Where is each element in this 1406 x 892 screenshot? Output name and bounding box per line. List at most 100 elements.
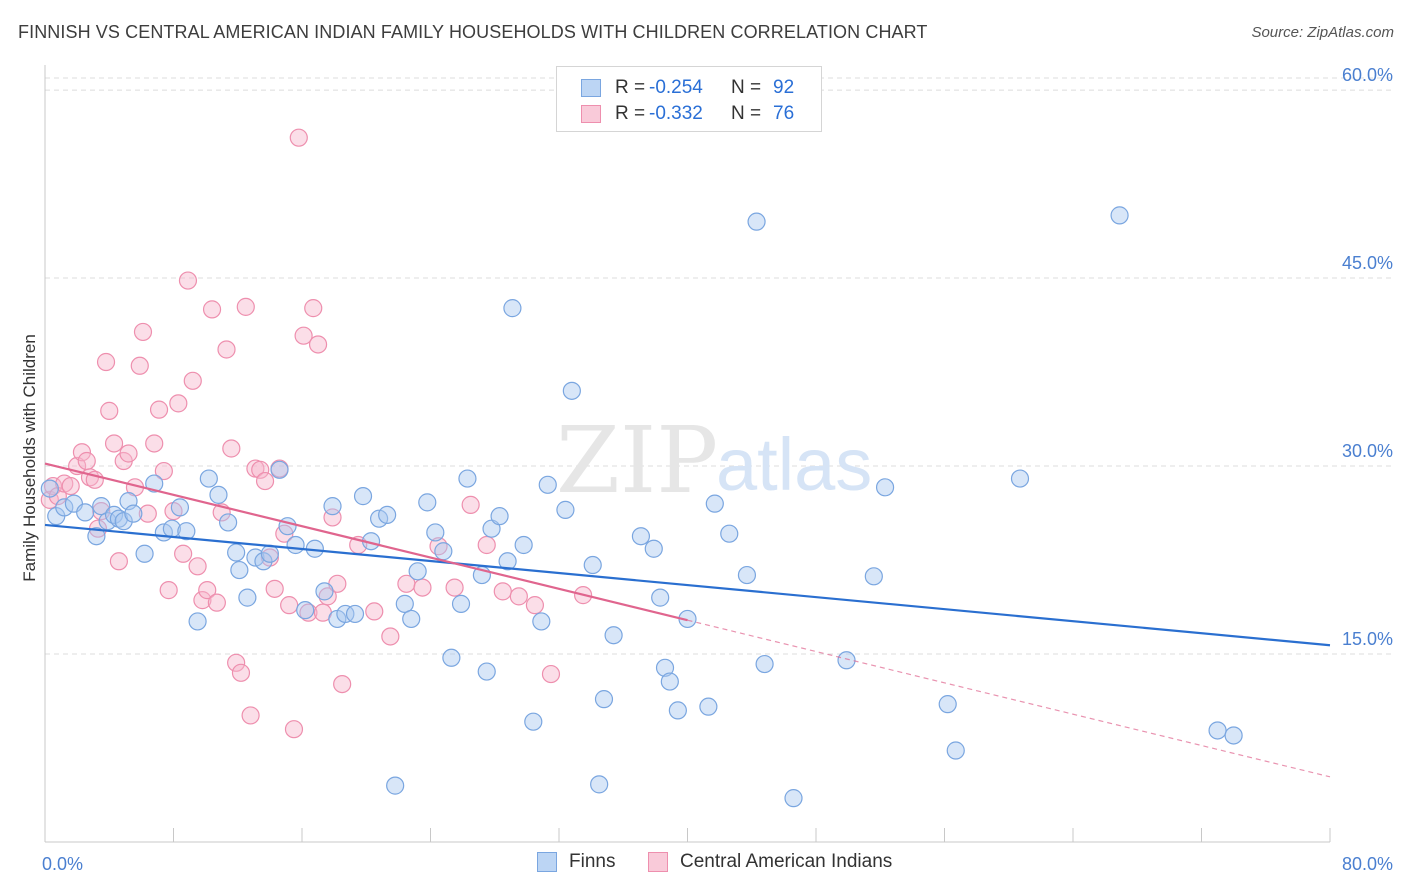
cai-trend-line (44, 462, 688, 622)
finns-point (651, 588, 670, 607)
finns-point (864, 567, 883, 586)
finns-point (655, 658, 675, 677)
finns-legend-swatch (537, 852, 557, 872)
x-tick-label: 0.0% (42, 854, 83, 874)
cai-trend-extension (687, 619, 1331, 778)
finns-point (699, 697, 718, 716)
series-finns (40, 206, 1243, 808)
finns-point (946, 741, 965, 760)
finns-trend-line (44, 523, 1331, 647)
chart-title: FINNISH VS CENTRAL AMERICAN INDIAN FAMIL… (18, 22, 928, 42)
finns-point (1010, 469, 1030, 488)
cai-point (100, 401, 119, 420)
finns-point (135, 544, 154, 563)
finns-point (270, 460, 289, 479)
legend-n-value: 92 (773, 77, 795, 98)
cai-point (541, 664, 561, 684)
finns-point (477, 662, 496, 681)
finns-point (631, 527, 651, 546)
y-tick-label: 30.0% (1342, 441, 1393, 461)
finns-point (451, 594, 471, 613)
finns-point (353, 487, 373, 506)
finns-point (747, 212, 766, 231)
watermark-atlas: atlas (716, 423, 872, 506)
cai-point (333, 674, 352, 694)
finns-point (209, 485, 228, 504)
x-tick-label: 80.0% (1342, 854, 1393, 874)
finns-point (170, 498, 190, 517)
y-axis-label: Family Households with Children (20, 334, 39, 582)
finns-point (395, 594, 414, 613)
finns-point (1110, 206, 1129, 225)
legend-r-label: R = (615, 103, 646, 124)
finns-point (323, 497, 342, 516)
finns-point (55, 498, 74, 517)
finns-point (604, 626, 623, 645)
y-tick-label: 45.0% (1342, 253, 1393, 273)
cai-point (289, 128, 308, 147)
cai-legend-swatch (648, 852, 668, 872)
finns-point (660, 672, 679, 691)
cai-point (198, 581, 217, 600)
cai-point (77, 451, 96, 471)
finns-point (938, 695, 957, 714)
finns-point (227, 543, 246, 562)
cai-point (183, 371, 202, 390)
correlation-legend: R = -0.254 N = 92 R = -0.332 N = 76 (556, 66, 822, 132)
cai-point (61, 476, 80, 496)
cai-point (280, 596, 299, 615)
cai-point (251, 460, 270, 479)
finns-point (442, 648, 461, 667)
cai-point (207, 593, 226, 612)
cai-point (265, 579, 284, 598)
cai-point (413, 578, 432, 597)
cai-point (429, 537, 448, 556)
legend-n-label: N = (731, 77, 762, 98)
finns-point (418, 493, 437, 512)
finns-point (532, 612, 551, 631)
legend-row-central-american-indians: R = -0.332 N = 76 (581, 101, 794, 127)
finns-point (514, 535, 533, 555)
finns-point (668, 701, 687, 720)
cai-point (525, 596, 545, 615)
cai-point (222, 439, 241, 458)
finns-point (260, 544, 279, 563)
finns-point (402, 609, 421, 629)
cai-point (154, 461, 173, 481)
finns-point (219, 513, 238, 532)
cai-point (72, 443, 92, 462)
watermark-zip: ZIP (556, 407, 718, 514)
cai-point (43, 476, 63, 496)
cai-point (188, 557, 207, 576)
cai-point (130, 356, 149, 375)
cai-point (109, 552, 128, 571)
finns-point (556, 500, 575, 519)
finns-legend-label: Finns (569, 851, 616, 872)
cai-point (299, 603, 318, 622)
axis-layer: 15.0% 30.0% 45.0% 60.0% 0.0% 80.0% (42, 65, 1393, 874)
source-credit: Source: ZipAtlas.com (1251, 24, 1394, 41)
cai-point (169, 394, 188, 413)
finns-point (124, 504, 143, 523)
finns-point (386, 776, 405, 795)
cai-point (509, 587, 528, 606)
finns-point (254, 552, 273, 571)
series-legend: Finns Central American Indians (0, 851, 1406, 877)
cai-legend-label: Central American Indians (680, 851, 893, 872)
cai-point (159, 581, 178, 600)
legend-item-central-american-indians[interactable]: Central American Indians (648, 851, 892, 873)
finns-point (562, 381, 581, 400)
finns-point (644, 539, 663, 558)
finns-point (230, 560, 249, 580)
finns-point (583, 555, 602, 575)
finns-point (875, 478, 895, 497)
finns-point (837, 651, 856, 670)
cai-point (231, 663, 251, 682)
legend-item-finns[interactable]: Finns (537, 851, 615, 873)
legend-r-value: -0.254 (649, 77, 703, 98)
cai-point (178, 271, 198, 290)
y-tick-label: 15.0% (1342, 629, 1393, 649)
finns-point (1208, 721, 1227, 740)
cai-point (381, 627, 400, 646)
